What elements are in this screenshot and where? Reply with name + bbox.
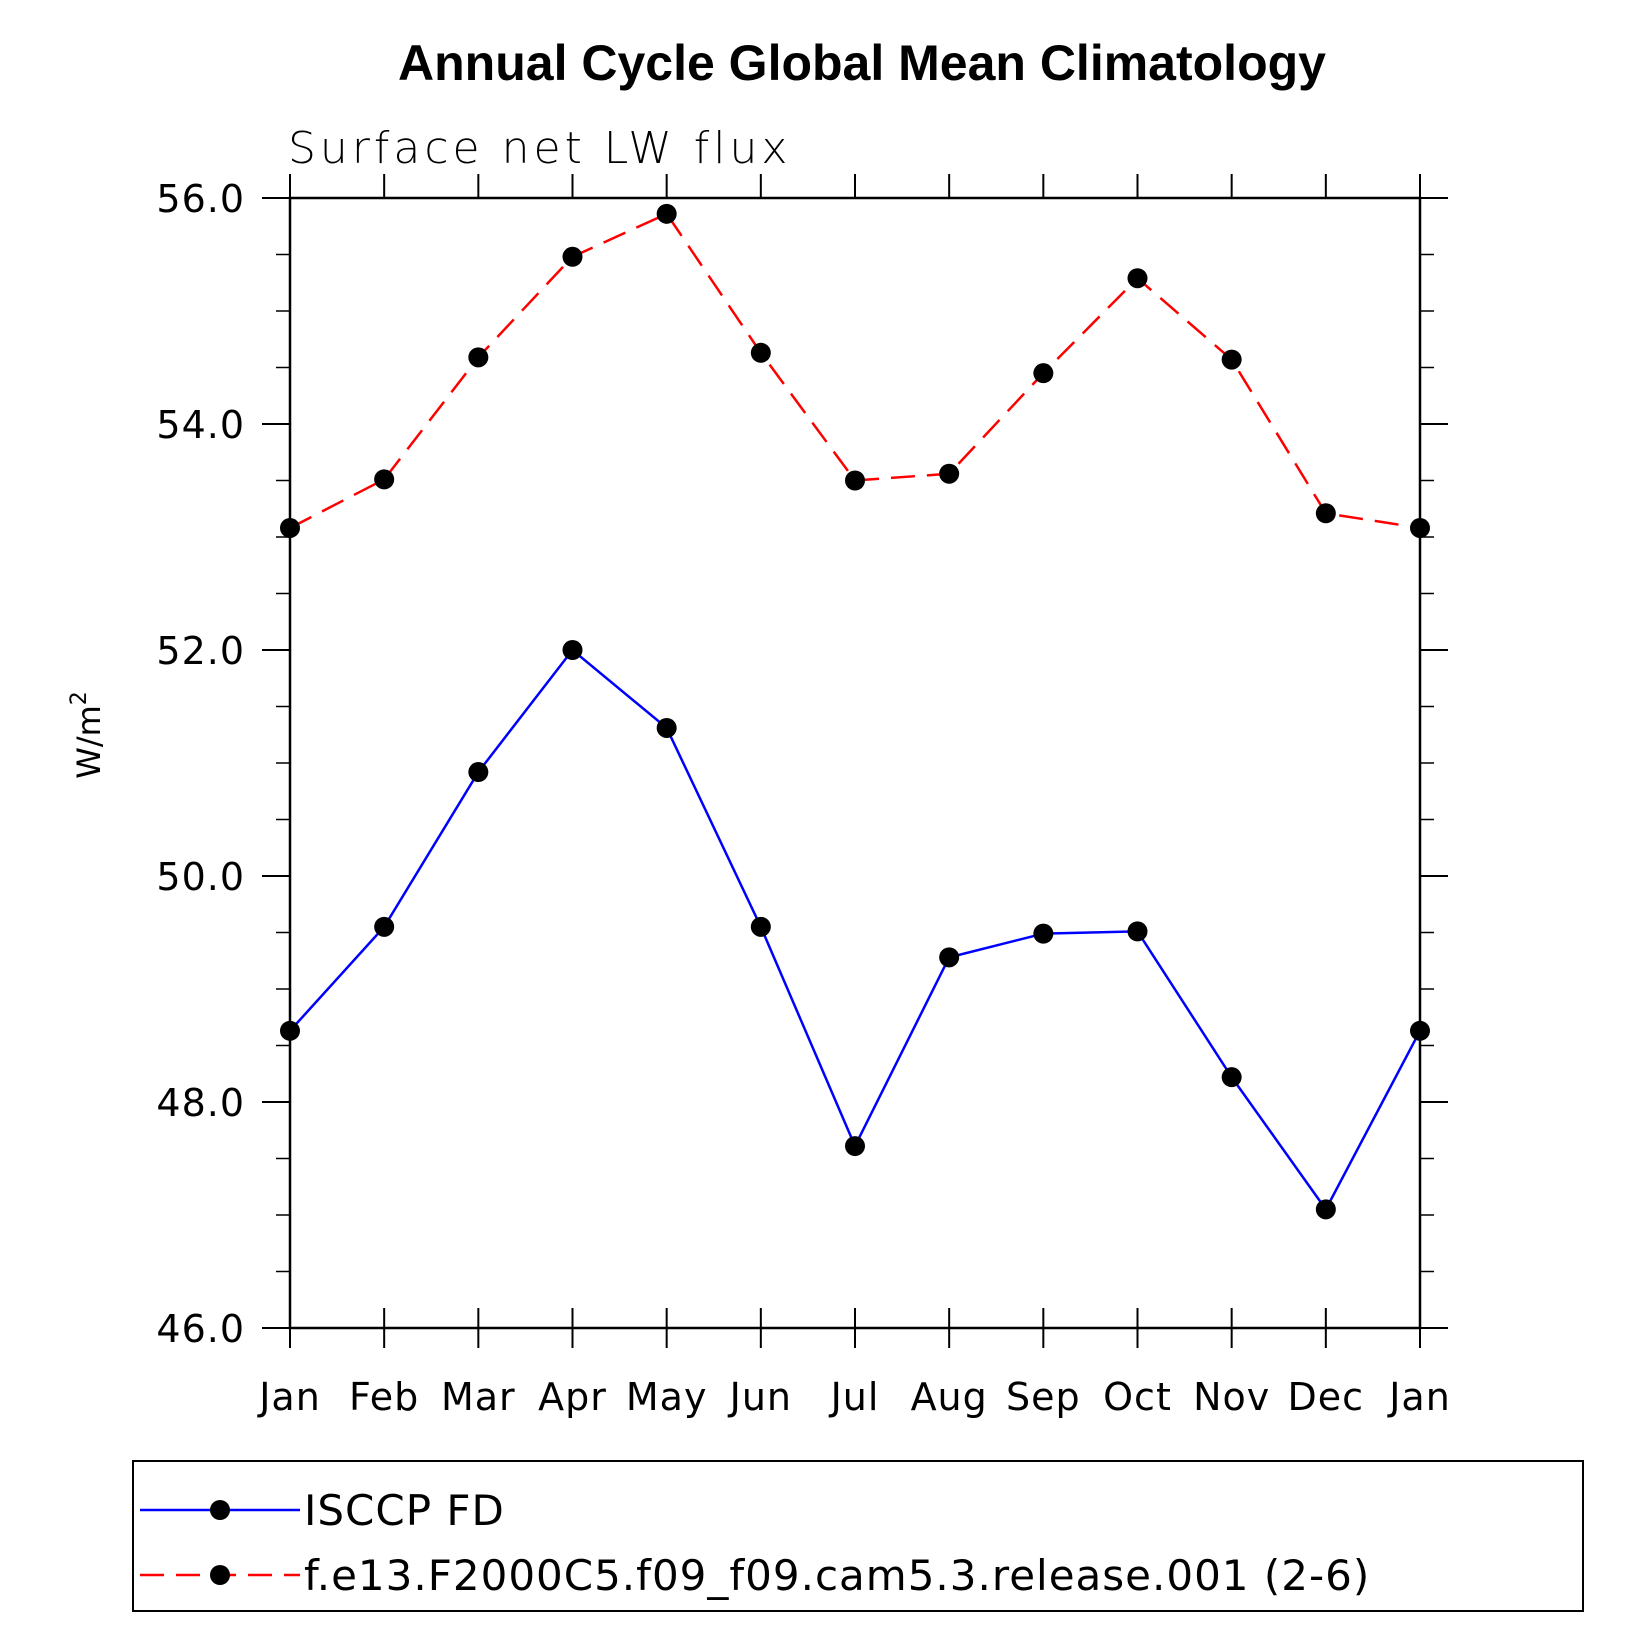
data-point xyxy=(1315,503,1336,524)
y-tick-label: 50.0 xyxy=(156,855,245,899)
series-2 xyxy=(280,203,1430,538)
data-point xyxy=(656,203,677,224)
x-tick-label: Dec xyxy=(1288,1375,1365,1419)
legend-entry-1: ISCCP FD xyxy=(140,1486,505,1535)
x-tick-label: Oct xyxy=(1103,1375,1172,1419)
legend-entry-2: f.e13.F2000C5.f09_f09.cam5.3.release.001… xyxy=(140,1551,1370,1600)
x-tick-label: Jan xyxy=(1387,1375,1451,1419)
x-tick-label: Apr xyxy=(538,1375,607,1419)
x-tick-label: Jun xyxy=(728,1375,792,1419)
legend-label: ISCCP FD xyxy=(304,1486,505,1535)
data-point xyxy=(845,470,865,491)
data-point xyxy=(939,463,960,484)
y-tick-label: 52.0 xyxy=(156,629,245,673)
data-point xyxy=(374,916,395,937)
x-tick-label: Feb xyxy=(349,1375,419,1419)
data-point xyxy=(1410,1020,1430,1041)
data-point xyxy=(1221,349,1242,370)
series-line xyxy=(289,648,1422,1212)
data-point xyxy=(468,762,489,783)
y-axis-label: W/m2 xyxy=(67,691,108,779)
data-point xyxy=(280,517,300,538)
x-tick-label: Mar xyxy=(441,1375,516,1419)
x-tick-labels: Jan Feb Mar Apr May Jun Jul Aug Sep Oct Nov Dec Jan xyxy=(257,1375,1451,1419)
series-layer xyxy=(280,203,1430,1220)
y-axis-label-main: W/m xyxy=(70,705,108,779)
data-point xyxy=(750,916,771,937)
data-point xyxy=(845,1136,865,1157)
data-point xyxy=(1033,363,1054,384)
data-point xyxy=(468,347,489,368)
x-tick-label: Jan xyxy=(257,1375,321,1419)
data-point xyxy=(939,947,960,968)
data-point xyxy=(750,342,771,363)
data-point xyxy=(1410,517,1430,538)
legend-marker xyxy=(210,1500,230,1520)
y-tick-label: 48.0 xyxy=(156,1081,245,1125)
data-point xyxy=(1127,268,1148,289)
data-point xyxy=(562,246,583,267)
legend-label: f.e13.F2000C5.f09_f09.cam5.3.release.001… xyxy=(304,1551,1370,1600)
data-point xyxy=(1221,1067,1242,1088)
x-tick-label: Aug xyxy=(911,1375,988,1419)
x-tick-label: Sep xyxy=(1006,1375,1081,1419)
x-tick-label: Jul xyxy=(829,1375,880,1419)
data-point xyxy=(280,1020,300,1041)
chart-title: Annual Cycle Global Mean Climatology xyxy=(398,35,1326,91)
legend-marker xyxy=(210,1565,230,1585)
y-axis-label-superscript: 2 xyxy=(67,691,92,705)
axis-ticks xyxy=(262,174,1448,1348)
x-tick-label: May xyxy=(626,1375,708,1419)
plot-frame xyxy=(288,196,1422,1330)
data-point xyxy=(1033,923,1054,944)
legend-entries: ISCCP FD f.e13.F2000C5.f09_f09.cam5.3.rel… xyxy=(140,1486,1370,1600)
data-point xyxy=(656,717,677,738)
legend-box xyxy=(132,1460,1584,1612)
legend: ISCCP FD f.e13.F2000C5.f09_f09.cam5.3.rel… xyxy=(132,1460,1584,1612)
data-point xyxy=(1127,921,1148,942)
data-point xyxy=(1315,1199,1336,1220)
x-tick-label: Nov xyxy=(1193,1375,1270,1419)
y-tick-label: 54.0 xyxy=(156,403,245,447)
y-tick-label: 56.0 xyxy=(156,177,245,221)
chart-subtitle: Surface net LW flux xyxy=(288,123,791,174)
y-tick-labels: 46.0 48.0 50.0 52.0 54.0 56.0 xyxy=(156,177,245,1351)
series-1 xyxy=(280,640,1430,1220)
data-point xyxy=(374,469,395,490)
y-tick-label: 46.0 xyxy=(156,1307,245,1351)
data-point xyxy=(562,640,583,660)
